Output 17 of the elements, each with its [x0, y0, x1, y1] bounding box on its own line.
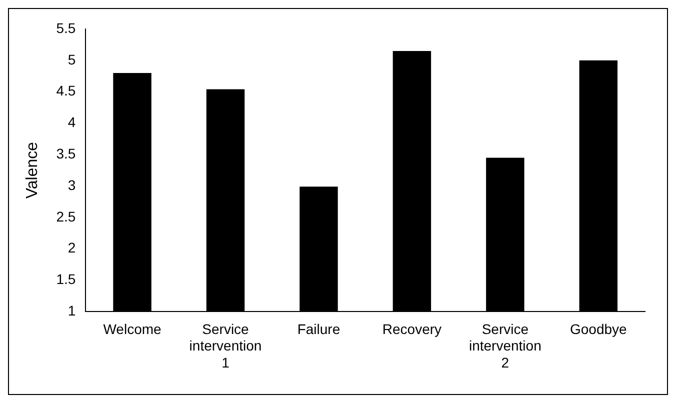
- y-tick-label: 1.5: [56, 271, 76, 288]
- x-tick-label: Welcome: [103, 320, 162, 337]
- y-axis-title: Valence: [24, 142, 42, 199]
- x-tick-label: Failure: [297, 320, 340, 337]
- x-tick-label: Service intervention 2: [468, 320, 542, 370]
- y-tick-label: 3.5: [56, 145, 76, 162]
- y-tick-label: 3: [68, 176, 76, 193]
- y-tick-label: 4: [68, 114, 76, 130]
- y-tick-label: 2.5: [56, 208, 76, 224]
- x-tick-label: Recovery: [382, 320, 442, 337]
- x-tick-label: Service intervention 1: [189, 320, 262, 370]
- y-tick-label: 4.5: [56, 82, 76, 99]
- x-tick-label: Goodbye: [570, 320, 628, 337]
- y-tick-label: 2: [68, 240, 76, 256]
- y-tick-label: 5: [68, 51, 76, 68]
- y-tick-label: 1: [68, 302, 76, 318]
- y-tick-label: 5.5: [56, 20, 76, 36]
